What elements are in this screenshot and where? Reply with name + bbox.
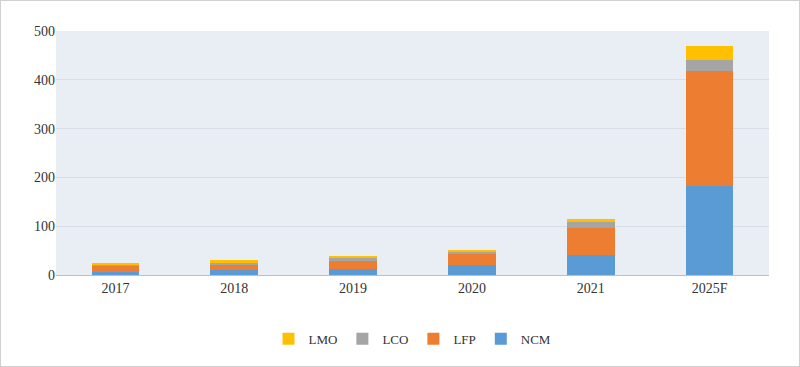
svg-text:2021: 2021 <box>577 281 605 296</box>
svg-text:400: 400 <box>34 73 55 88</box>
svg-text:2020: 2020 <box>458 281 486 296</box>
svg-text:500: 500 <box>34 24 55 39</box>
svg-text:2019: 2019 <box>339 281 367 296</box>
svg-text:2018: 2018 <box>220 281 248 296</box>
svg-text:100: 100 <box>34 219 55 234</box>
svg-text:300: 300 <box>34 122 55 137</box>
svg-text:200: 200 <box>34 170 55 185</box>
svg-text:NCM: NCM <box>521 332 551 347</box>
svg-text:2017: 2017 <box>101 281 129 296</box>
svg-text:LMO: LMO <box>309 332 338 347</box>
svg-text:2025F: 2025F <box>692 281 728 296</box>
svg-text:LFP: LFP <box>453 332 475 347</box>
svg-text:0: 0 <box>48 268 55 283</box>
svg-text:LCO: LCO <box>382 332 408 347</box>
